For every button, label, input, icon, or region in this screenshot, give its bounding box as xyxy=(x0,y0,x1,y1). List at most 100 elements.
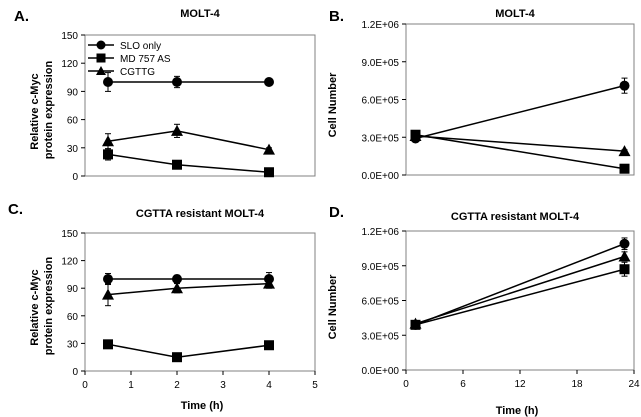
panel-b-title: MOLT-4 xyxy=(495,8,535,20)
y-tick-label: 120 xyxy=(61,59,78,70)
data-point-circle xyxy=(172,274,182,284)
data-point-square xyxy=(103,149,113,160)
panel-b-ylabel-line-1: Cell Number xyxy=(327,72,339,138)
y-tick-label: 30 xyxy=(67,339,79,350)
y-tick-label: 30 xyxy=(67,144,79,155)
panel-d-marks xyxy=(409,237,631,330)
y-tick-label: 120 xyxy=(61,257,78,268)
series-line-circle xyxy=(415,84,625,140)
x-tick-label: 24 xyxy=(628,379,640,390)
panel-d-label: D. xyxy=(329,204,344,221)
y-tick-label: 1.2E+06 xyxy=(361,227,399,238)
panel-d-y-ticks: 0.0E+00 3.0E+05 6.0E+05 9.0E+05 1.2E+06 xyxy=(361,227,406,377)
panel-c-y-ticks: 0 30 60 90 120 150 xyxy=(61,229,85,378)
x-tick-label: 0 xyxy=(403,379,409,390)
y-tick-label: 90 xyxy=(67,87,79,98)
y-tick-label: 6.0E+05 xyxy=(361,96,399,107)
panel-d-title: CGTTA resistant MOLT-4 xyxy=(451,211,580,223)
legend-label-slo: SLO only xyxy=(120,41,161,52)
x-tick-label: 18 xyxy=(571,379,583,390)
legend-marker-circle xyxy=(96,40,106,50)
x-tick-label: 1 xyxy=(128,380,134,391)
panel-c-label: C. xyxy=(8,201,23,218)
y-tick-label: 150 xyxy=(61,229,78,240)
legend-label-md757: MD 757 AS xyxy=(120,54,171,65)
y-tick-label: 1.2E+06 xyxy=(361,20,399,31)
panel-a-y-ticks: 0 30 60 90 120 150 xyxy=(61,31,85,183)
panel-c-xlabel: Time (h) xyxy=(181,400,224,412)
panel-c-x-ticks: 0 1 2 3 4 5 xyxy=(82,371,318,391)
data-point-triangle xyxy=(263,277,275,289)
panel-d: D. CGTTA resistant MOLT-4 Cell Number 0.… xyxy=(327,204,640,417)
panel-d-xlabel: Time (h) xyxy=(496,405,539,417)
panel-c-ylabel: Relative c-Myc protein expression xyxy=(29,257,55,356)
panel-a-title: MOLT-4 xyxy=(180,8,220,20)
panel-b-label: B. xyxy=(329,8,344,25)
y-tick-label: 3.0E+05 xyxy=(361,133,399,144)
panel-b-y-ticks: 0.0E+00 3.0E+05 6.0E+05 9.0E+05 1.2E+06 xyxy=(361,20,406,182)
panel-c: C. CGTTA resistant MOLT-4 Relative c-Myc… xyxy=(8,201,318,412)
y-tick-label: 0.0E+00 xyxy=(361,171,399,182)
data-point-square xyxy=(619,264,630,275)
data-point-triangle xyxy=(409,317,422,329)
data-point-circle xyxy=(619,80,630,91)
panel-a-ylabel: Relative c-Myc protein expression xyxy=(29,61,55,160)
y-tick-label: 3.0E+05 xyxy=(361,331,399,342)
x-tick-label: 12 xyxy=(514,379,526,390)
panel-a-marks xyxy=(102,72,275,178)
data-point-square xyxy=(172,159,182,170)
y-tick-label: 60 xyxy=(67,312,79,323)
y-tick-label: 0 xyxy=(72,367,78,378)
data-point-triangle xyxy=(409,129,422,141)
y-tick-label: 150 xyxy=(61,31,78,42)
series-line-square xyxy=(415,133,625,170)
data-point-triangle xyxy=(171,282,183,294)
x-tick-label: 0 xyxy=(82,380,88,391)
y-tick-label: 9.0E+05 xyxy=(361,262,399,273)
panel-d-plot-area xyxy=(405,230,635,371)
panel-c-marks xyxy=(102,272,275,363)
panel-a: A. MOLT-4 Relative c-Myc protein express… xyxy=(14,8,316,183)
series-line-triangle xyxy=(415,135,625,152)
panel-b-ylabel: Cell Number xyxy=(327,72,339,138)
panel-d-ylabel: Cell Number xyxy=(327,274,339,340)
data-point-circle xyxy=(619,238,630,249)
data-point-square xyxy=(619,163,630,174)
data-point-square xyxy=(264,167,274,178)
data-point-triangle xyxy=(102,288,114,300)
data-point-square xyxy=(264,340,274,351)
data-point-triangle xyxy=(102,135,114,147)
data-point-square xyxy=(103,339,113,350)
x-tick-label: 5 xyxy=(312,380,318,391)
data-point-circle xyxy=(103,274,113,284)
data-point-circle xyxy=(172,77,182,87)
legend-label-cgttg: CGTTG xyxy=(120,67,155,78)
x-tick-label: 3 xyxy=(220,380,226,391)
panel-a-ylabel-line-2: protein expression xyxy=(43,61,55,160)
legend-marker-square xyxy=(96,53,106,63)
x-tick-label: 2 xyxy=(174,380,180,391)
y-tick-label: 0.0E+00 xyxy=(361,366,399,377)
data-point-triangle xyxy=(171,124,183,136)
panel-c-ylabel-line-2: protein expression xyxy=(43,257,55,356)
panel-b-marks xyxy=(409,77,631,174)
legend-marker-triangle xyxy=(96,66,106,75)
y-tick-label: 0 xyxy=(72,172,78,183)
legend: SLO only MD 757 AS CGTTG xyxy=(88,40,171,78)
panel-b: B. MOLT-4 Cell Number 0.0E+00 3.0E+05 6.0E… xyxy=(327,8,635,182)
panel-c-ylabel-line-1: Relative c-Myc xyxy=(29,269,41,345)
x-tick-label: 6 xyxy=(460,379,466,390)
y-tick-label: 6.0E+05 xyxy=(361,297,399,308)
series-line-square xyxy=(415,268,625,326)
y-tick-label: 90 xyxy=(67,284,79,295)
panel-a-ylabel-line-1: Relative c-Myc xyxy=(29,73,41,149)
panel-b-plot-area xyxy=(405,23,635,176)
panel-d-x-ticks: 0 6 12 18 24 xyxy=(403,370,640,390)
series-line-triangle xyxy=(415,255,625,325)
panel-a-plot-area xyxy=(84,34,316,177)
series-line-circle xyxy=(415,243,625,326)
data-point-triangle xyxy=(618,145,631,157)
y-tick-label: 60 xyxy=(67,116,79,127)
data-point-triangle xyxy=(618,250,631,262)
